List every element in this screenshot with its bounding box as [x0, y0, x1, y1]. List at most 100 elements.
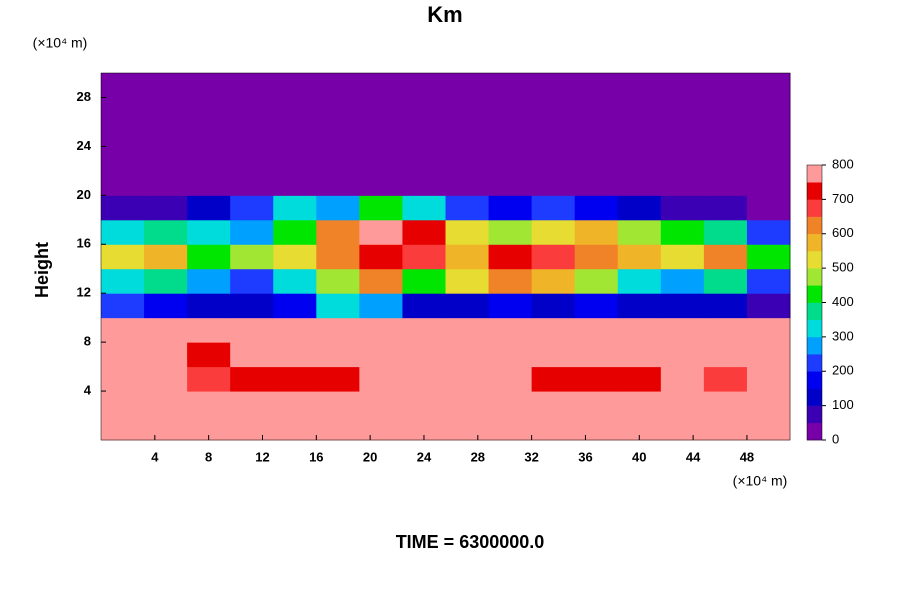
cell [746, 73, 791, 98]
cell [574, 170, 619, 196]
cell [187, 293, 231, 319]
colorbar-tick-label: 700 [832, 191, 854, 206]
cell [660, 97, 705, 123]
cell [101, 342, 145, 368]
cell [531, 415, 576, 441]
cell [531, 170, 576, 196]
cell [230, 195, 274, 221]
y-tick-label: 28 [77, 89, 91, 104]
cell [230, 415, 274, 441]
colorbar-tick-label: 0 [832, 431, 839, 446]
cell [230, 73, 274, 98]
cell [273, 366, 317, 392]
cell [746, 391, 791, 417]
colorbar-tick-label: 300 [832, 328, 854, 343]
cell [574, 73, 619, 98]
cell [101, 121, 145, 147]
cell [273, 268, 317, 294]
cell [488, 293, 533, 319]
cell [187, 170, 231, 196]
cell [445, 317, 490, 343]
cell [445, 170, 490, 196]
cell [703, 342, 748, 368]
chart-title: Km [427, 2, 462, 27]
cell [402, 391, 446, 417]
cell [230, 244, 274, 270]
y-tick-label: 20 [77, 187, 91, 202]
cell [187, 121, 231, 147]
cell [574, 268, 619, 294]
cell [660, 170, 705, 196]
cell [144, 170, 188, 196]
cell [574, 415, 619, 441]
colorbar-band [807, 405, 822, 424]
colorbar-tick-label: 400 [832, 294, 854, 309]
cell [531, 342, 576, 368]
colorbar-tick-label: 600 [832, 225, 854, 240]
cell [746, 195, 791, 221]
cell [144, 121, 188, 147]
cell [574, 342, 619, 368]
cell [316, 97, 360, 123]
cell [230, 170, 274, 196]
y-tick-label: 8 [84, 334, 91, 349]
cell [101, 97, 145, 123]
cell [187, 268, 231, 294]
cell [574, 97, 619, 123]
cell [230, 293, 274, 319]
colorbar-band [807, 165, 822, 183]
y-unit-label: (×10⁴ m) [33, 35, 88, 51]
colorbar-band [807, 302, 822, 320]
cell [746, 415, 791, 441]
y-axis-label: Height [32, 242, 52, 298]
colorbar-band [807, 233, 822, 252]
cell [703, 317, 748, 343]
cell [660, 121, 705, 147]
colorbar-band [807, 388, 822, 406]
cell [316, 415, 360, 441]
cell [187, 391, 231, 417]
cell [402, 121, 446, 147]
cell [574, 391, 619, 417]
colorbar-band [807, 216, 822, 235]
cell [703, 170, 748, 196]
cell [230, 317, 274, 343]
cell [359, 170, 403, 196]
cell [703, 146, 748, 172]
cell [531, 317, 576, 343]
colorbar-band [807, 336, 822, 355]
cell [101, 268, 145, 294]
cell [316, 366, 360, 392]
cell [445, 73, 490, 98]
cell [660, 342, 705, 368]
cell [574, 293, 619, 319]
cell [531, 195, 576, 221]
cell [402, 195, 446, 221]
cell [101, 146, 145, 172]
cell [316, 146, 360, 172]
cell [144, 244, 188, 270]
cell [187, 219, 231, 245]
x-tick-label: 24 [417, 449, 432, 464]
cell [273, 244, 317, 270]
cell [660, 219, 705, 245]
y-tick-label: 16 [77, 236, 91, 251]
cell [316, 170, 360, 196]
cell [660, 391, 705, 417]
cell [617, 219, 662, 245]
cell [316, 195, 360, 221]
cell [703, 244, 748, 270]
cell [273, 121, 317, 147]
cell [488, 342, 533, 368]
cell [703, 268, 748, 294]
cell [531, 366, 576, 392]
cell [187, 195, 231, 221]
cell [359, 317, 403, 343]
y-tick-label: 12 [77, 285, 91, 300]
cell [316, 317, 360, 343]
cell [187, 366, 231, 392]
cell [488, 317, 533, 343]
cell [273, 219, 317, 245]
cell [101, 317, 145, 343]
cell [574, 121, 619, 147]
